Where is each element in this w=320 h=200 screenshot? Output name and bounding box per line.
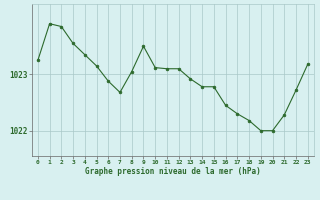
X-axis label: Graphe pression niveau de la mer (hPa): Graphe pression niveau de la mer (hPa) (85, 167, 261, 176)
